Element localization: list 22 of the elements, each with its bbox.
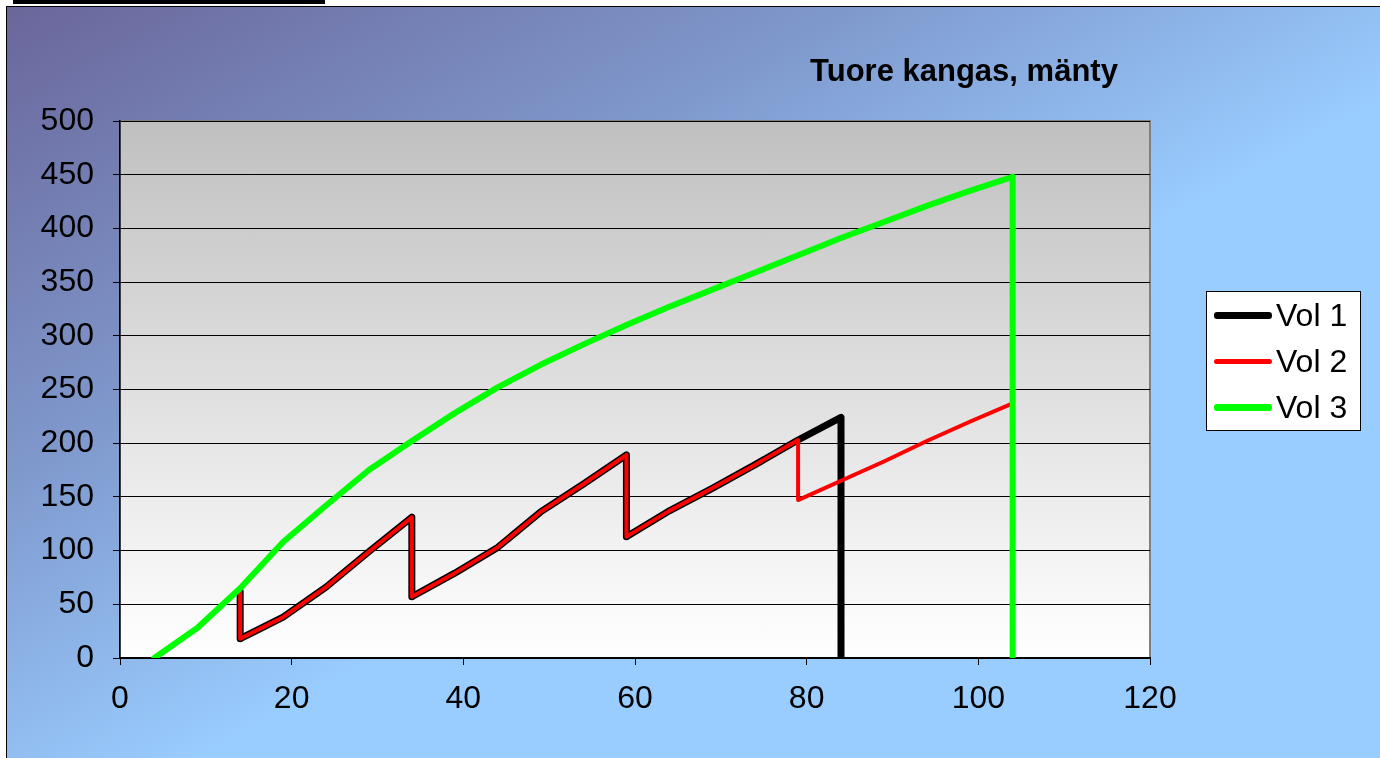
legend-label: Vol 2 <box>1276 342 1348 380</box>
y-tick-label: 100 <box>40 530 94 567</box>
y-tick-label: 200 <box>40 423 94 460</box>
y-tick-label: 350 <box>40 261 94 298</box>
y-tick-label: 0 <box>76 637 94 674</box>
y-tick-label: 50 <box>58 584 94 621</box>
x-tick-label: 120 <box>1123 679 1177 716</box>
chart-title: Tuore kangas, mänty <box>809 52 1119 90</box>
x-tick-label: 100 <box>951 679 1006 716</box>
x-tick-label: 80 <box>788 679 825 716</box>
x-tick-label: 40 <box>445 679 482 716</box>
legend-label: Vol 3 <box>1276 388 1348 426</box>
y-tick-label: 250 <box>40 369 94 406</box>
y-tick-label: 500 <box>40 100 94 137</box>
x-tick-label: 0 <box>111 679 129 716</box>
x-tick-label: 20 <box>273 679 310 716</box>
y-tick-label: 150 <box>40 476 94 513</box>
y-tick-label: 450 <box>40 154 94 191</box>
y-tick-label: 400 <box>40 208 94 245</box>
y-tick-label: 300 <box>40 315 94 352</box>
x-tick-label: 60 <box>617 679 653 716</box>
legend-label: Vol 1 <box>1276 296 1348 334</box>
